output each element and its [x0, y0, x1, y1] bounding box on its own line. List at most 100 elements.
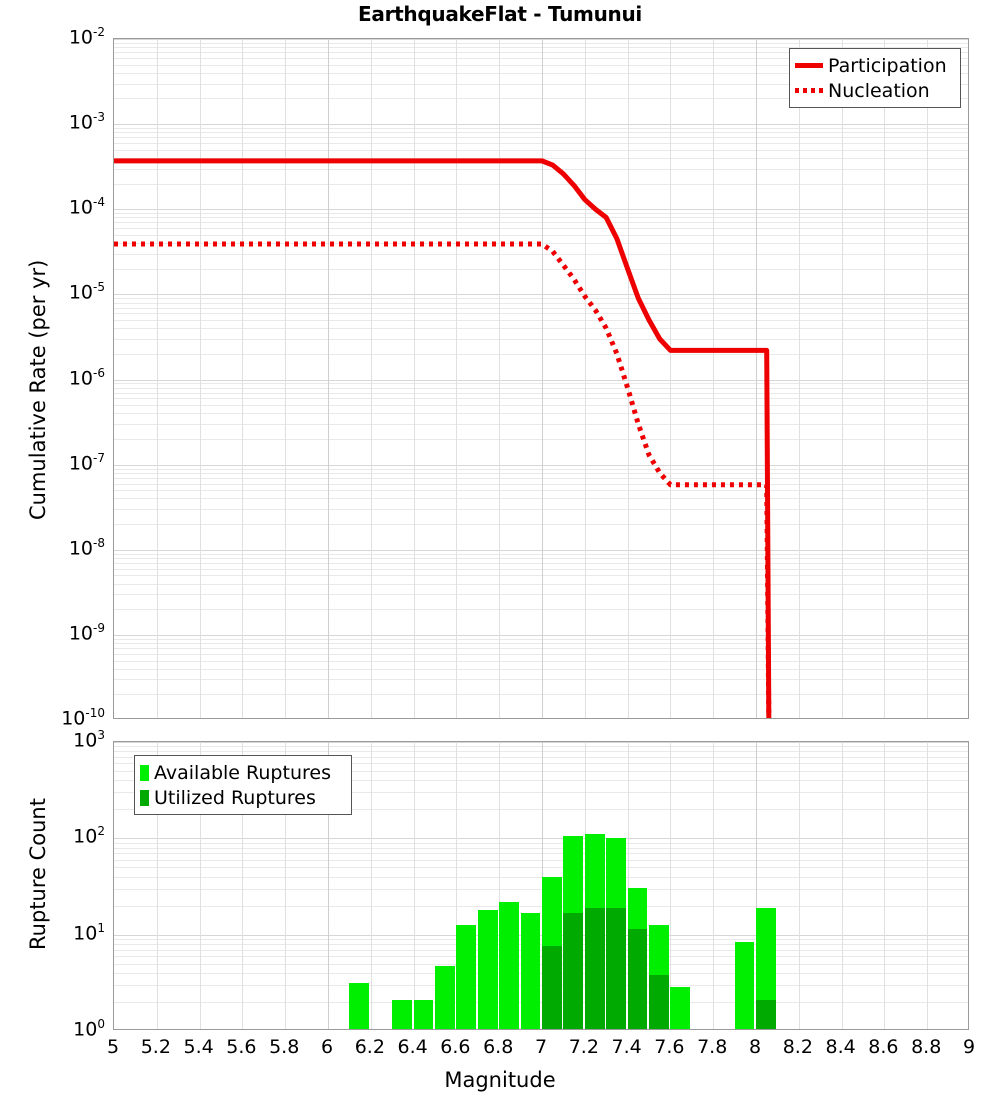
- gridline: [114, 217, 968, 219]
- bar-segment-available: [756, 908, 776, 1029]
- gridline: [114, 609, 968, 611]
- histogram-bar[interactable]: [456, 742, 477, 1029]
- x-axis-tick-label: 7: [534, 1036, 548, 1058]
- histogram-bar[interactable]: [584, 742, 605, 1029]
- gridline: [114, 594, 968, 596]
- page-title: EarthquakeFlat - Tumunui: [358, 2, 642, 26]
- gridline: [114, 149, 968, 151]
- gridline: [114, 320, 968, 321]
- y-axis-tick-label: 10-4: [68, 195, 105, 219]
- histogram-bar[interactable]: [520, 742, 541, 1029]
- x-axis-tick-label: 6: [320, 1036, 334, 1058]
- gridline: [114, 847, 968, 849]
- cumulative-rate-plot: [113, 38, 969, 719]
- gridline: [114, 379, 968, 381]
- gridline: [114, 763, 968, 765]
- gridline: [114, 64, 968, 66]
- gridline: [114, 253, 968, 255]
- bar-segment-available: [477, 910, 498, 1029]
- gridline: [114, 383, 968, 385]
- x-axis-label: Magnitude: [444, 1068, 556, 1092]
- gridline: [114, 742, 968, 743]
- gridline-vertical: [884, 39, 886, 718]
- bar-segment-available: [734, 942, 755, 1029]
- histogram-bar[interactable]: [606, 742, 627, 1029]
- gridline: [114, 562, 968, 564]
- gridline: [114, 553, 968, 555]
- histogram-bar[interactable]: [649, 742, 669, 1029]
- histogram-bar[interactable]: [563, 742, 584, 1029]
- legend-item-utilized-ruptures[interactable]: Utilized Ruptures: [140, 785, 343, 810]
- histogram-bar[interactable]: [349, 742, 370, 1029]
- gridline-vertical: [499, 39, 501, 718]
- bar-segment-available: [670, 987, 691, 1029]
- histogram-bar[interactable]: [413, 742, 434, 1029]
- nucleation-line-icon: [795, 88, 823, 93]
- gridline: [114, 72, 968, 74]
- gridline: [114, 328, 968, 330]
- gridline: [114, 524, 968, 526]
- series-participation-line: [114, 158, 772, 718]
- histogram-bar[interactable]: [435, 742, 455, 1029]
- gridline-vertical: [756, 742, 757, 1029]
- gridline: [114, 770, 968, 772]
- gridline: [114, 963, 968, 965]
- gridline: [114, 128, 968, 130]
- gridline: [114, 853, 968, 855]
- y-axis-tick-label: 103: [73, 728, 105, 752]
- gridline: [114, 183, 968, 185]
- gridline: [114, 294, 968, 296]
- y-axis-tick-label: 10-10: [61, 706, 105, 730]
- gridline: [114, 464, 968, 466]
- gridline: [114, 209, 968, 211]
- x-axis-tick-label: 5.6: [226, 1036, 257, 1058]
- legend-item-nucleation[interactable]: Nucleation: [795, 78, 952, 103]
- gridline: [114, 168, 968, 170]
- legend-item-participation[interactable]: Participation: [795, 53, 952, 78]
- bar-segment-utilized: [756, 1000, 776, 1029]
- gridline: [114, 751, 968, 753]
- bar-segment-available: [392, 1000, 413, 1029]
- gridline: [114, 643, 968, 645]
- bar-segment-available: [499, 901, 520, 1029]
- gridline-vertical: [627, 742, 629, 1029]
- histogram-bar[interactable]: [477, 742, 498, 1029]
- histogram-bar[interactable]: [499, 742, 520, 1029]
- gridline-vertical: [670, 742, 672, 1029]
- histogram-bar[interactable]: [392, 742, 413, 1029]
- histogram-bar[interactable]: [542, 742, 562, 1029]
- gridline-vertical: [285, 39, 287, 718]
- legend-label-participation: Participation: [828, 54, 947, 77]
- x-axis-tick-label: 8: [748, 1036, 762, 1058]
- gridline-vertical: [156, 39, 158, 718]
- gridline: [114, 792, 968, 794]
- bar-segment-available: [520, 913, 541, 1029]
- gridline: [114, 213, 968, 215]
- gridline: [114, 477, 968, 479]
- gridline: [114, 648, 968, 650]
- gridline: [114, 583, 968, 585]
- gridline: [114, 842, 968, 844]
- histogram-bar[interactable]: [756, 742, 776, 1029]
- gridline-vertical: [670, 39, 672, 718]
- histogram-bar[interactable]: [670, 742, 691, 1029]
- gridline: [114, 575, 968, 577]
- histogram-bar[interactable]: [734, 742, 755, 1029]
- gridline: [114, 498, 968, 500]
- utilized-ruptures-swatch-icon: [140, 789, 149, 806]
- gridline: [114, 234, 968, 236]
- bar-segment-utilized: [606, 908, 627, 1029]
- x-axis-tick-label: 8.6: [868, 1036, 899, 1058]
- legend-item-available-ruptures[interactable]: Available Ruptures: [140, 760, 343, 785]
- gridline: [114, 387, 968, 389]
- gridline: [114, 132, 968, 134]
- histogram-bar[interactable]: [627, 742, 648, 1029]
- bar-segment-utilized: [563, 913, 584, 1029]
- x-axis-tick-label: 8.2: [782, 1036, 813, 1058]
- gridline: [114, 392, 968, 394]
- gridline-vertical: [328, 39, 329, 718]
- x-axis-tick-label: 7.8: [697, 1036, 728, 1058]
- available-ruptures-swatch-icon: [140, 764, 149, 781]
- gridline: [114, 338, 968, 340]
